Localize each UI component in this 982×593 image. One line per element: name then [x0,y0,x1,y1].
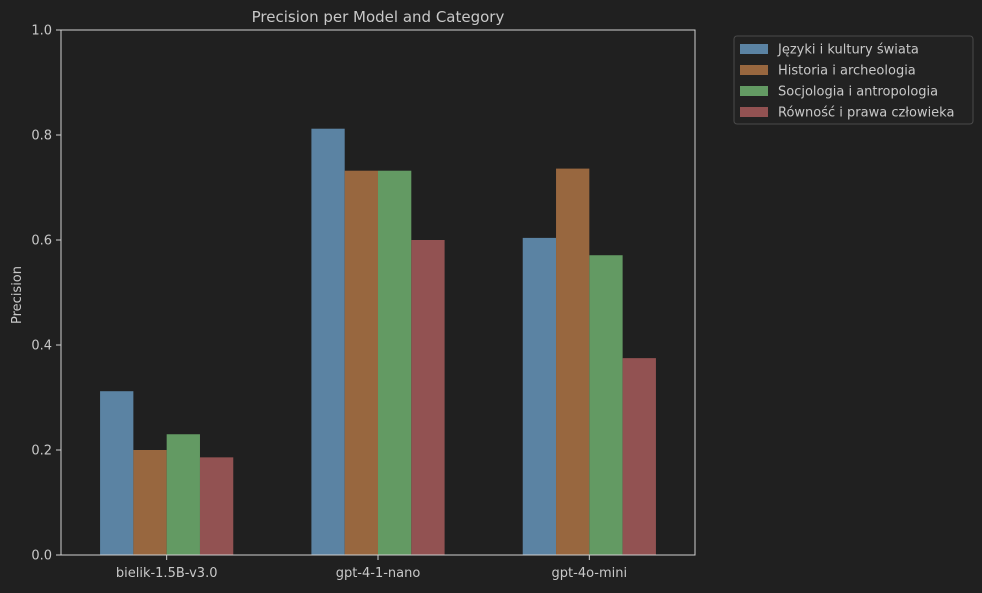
y-tick-label: 0.2 [31,444,52,459]
bar-1-1 [100,391,134,555]
plot-area: 0.0 0.2 0.4 0.6 0.8 1.0 bielik-1.5B-v3.0 gpt-4-… [31,24,696,581]
legend-label: Socjologia i antropologia [778,85,938,100]
legend: Języki i kultury świata Historia i archeo… [733,35,974,125]
bar-1-2 [311,128,345,555]
x-tick-label: bielik-1.5B-v3.0 [116,566,218,581]
legend-label: Równość i prawa człowieka [778,106,954,121]
bar-2-2 [344,170,378,555]
y-axis-label: Precision [10,266,25,324]
y-tick-label: 0.6 [31,234,52,249]
legend-swatch [740,107,768,117]
legend-box [733,35,974,125]
legend-swatch [740,65,768,75]
bar-2-3 [556,168,590,555]
bar-3-2 [378,170,412,555]
x-tick-label: gpt-4-1-nano [336,566,421,581]
legend-swatch [740,44,768,54]
legend-label: Historia i archeologia [778,64,916,79]
bar-1-3 [522,237,557,555]
legend-swatch [740,86,768,96]
bar-4-3 [622,358,656,556]
y-tick-label: 0.4 [31,339,52,354]
x-tick-label: gpt-4o-mini [552,566,628,581]
y-tick-label: 0.0 [31,549,52,564]
y-tick-label: 0.8 [31,129,52,144]
bar-2-1 [133,450,167,555]
bar-4-2 [411,240,445,555]
chart-title: Precision per Model and Category [252,8,505,26]
y-tick-label: 1.0 [31,24,52,39]
bar-3-3 [589,255,623,556]
bar-3-1 [166,434,200,555]
legend-label: Języki i kultury świata [777,43,919,58]
bar-4-1 [199,457,234,555]
